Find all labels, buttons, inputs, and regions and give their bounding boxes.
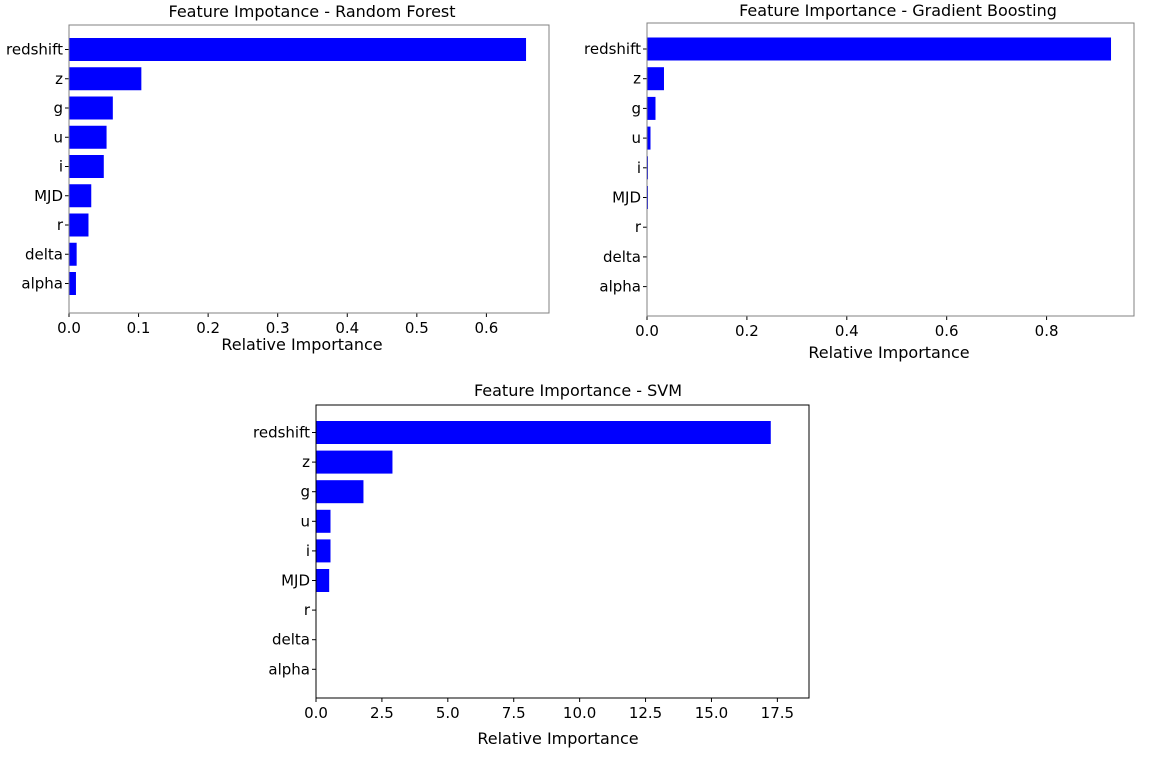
x-tick-label-svm-7: 17.5 bbox=[761, 704, 794, 722]
bar-random-forest-7 bbox=[69, 242, 77, 266]
y-tick-label-gradient-boosting-6: r bbox=[635, 218, 642, 236]
y-tick-label-random-forest-5: MJD bbox=[34, 187, 63, 205]
x-ticks-svm: 0.0 2.5 5.0 7.5 10.0 12.5 15.0 17.5 bbox=[304, 698, 794, 722]
x-tick-label-random-forest-6: 0.6 bbox=[474, 319, 498, 337]
x-tick-label-svm-4: 10.0 bbox=[563, 704, 596, 722]
panel-random-forest: Feature Impotance - Random Forest redshi… bbox=[6, 2, 550, 354]
bar-gradient-boosting-3 bbox=[647, 126, 651, 150]
x-tick-label-svm-0: 0.0 bbox=[304, 704, 328, 722]
chart-title-random-forest: Feature Impotance - Random Forest bbox=[168, 2, 455, 21]
plot-frame-gradient-boosting bbox=[646, 22, 1135, 317]
y-tick-label-random-forest-1: z bbox=[55, 70, 63, 88]
bar-random-forest-3 bbox=[69, 125, 107, 149]
bar-random-forest-5 bbox=[69, 184, 92, 208]
bar-svm-2 bbox=[316, 480, 364, 504]
y-tick-label-svm-8: alpha bbox=[268, 660, 310, 678]
y-tick-label-gradient-boosting-4: i bbox=[637, 159, 641, 177]
y-tick-label-random-forest-6: r bbox=[57, 216, 64, 234]
x-axis-label-random-forest: Relative Importance bbox=[221, 335, 382, 354]
y-tick-label-svm-3: u bbox=[300, 512, 310, 530]
y-tick-label-gradient-boosting-1: z bbox=[633, 70, 641, 88]
y-tick-label-gradient-boosting-8: alpha bbox=[599, 278, 641, 296]
plot-frame-svm bbox=[315, 404, 810, 699]
x-tick-label-random-forest-0: 0.0 bbox=[57, 319, 81, 337]
y-tick-label-gradient-boosting-0: redshift bbox=[584, 40, 641, 58]
bar-gradient-boosting-2 bbox=[647, 96, 656, 120]
y-tick-label-svm-4: i bbox=[306, 542, 310, 560]
bar-random-forest-2 bbox=[69, 96, 113, 120]
y-tick-label-random-forest-4: i bbox=[59, 158, 63, 176]
x-axis-label-svm: Relative Importance bbox=[477, 729, 638, 748]
bar-random-forest-8 bbox=[69, 272, 76, 295]
x-tick-label-svm-5: 12.5 bbox=[629, 704, 662, 722]
y-tick-label-svm-7: delta bbox=[272, 631, 310, 649]
y-tick-label-random-forest-2: g bbox=[53, 99, 63, 117]
x-ticks-random-forest: 0.0 0.1 0.2 0.3 0.4 0.5 0.6 bbox=[57, 313, 498, 337]
bar-svm-1 bbox=[316, 450, 393, 474]
y-tick-label-svm-2: g bbox=[300, 483, 310, 501]
y-tick-label-random-forest-3: u bbox=[53, 128, 63, 146]
bars-svm bbox=[316, 421, 771, 592]
x-tick-label-random-forest-3: 0.3 bbox=[266, 319, 290, 337]
bar-random-forest-1 bbox=[69, 67, 142, 91]
y-tick-label-random-forest-8: alpha bbox=[21, 275, 63, 293]
x-tick-label-svm-2: 5.0 bbox=[436, 704, 460, 722]
x-tick-label-gradient-boosting-4: 0.8 bbox=[1035, 322, 1059, 340]
bar-svm-0 bbox=[316, 421, 771, 444]
bar-gradient-boosting-0 bbox=[647, 37, 1112, 61]
x-axis-label-gradient-boosting: Relative Importance bbox=[808, 343, 969, 362]
x-tick-label-svm-3: 7.5 bbox=[502, 704, 526, 722]
y-tick-label-svm-1: z bbox=[302, 453, 310, 471]
x-tick-label-gradient-boosting-1: 0.2 bbox=[735, 322, 759, 340]
x-tick-label-svm-1: 2.5 bbox=[370, 704, 394, 722]
y-tick-label-random-forest-7: delta bbox=[25, 245, 63, 263]
x-tick-label-gradient-boosting-2: 0.4 bbox=[835, 322, 859, 340]
bars-gradient-boosting bbox=[647, 37, 1112, 209]
bar-svm-3 bbox=[316, 509, 331, 533]
x-tick-label-random-forest-2: 0.2 bbox=[196, 319, 220, 337]
chart-title-gradient-boosting: Feature Importance - Gradient Boosting bbox=[739, 1, 1057, 20]
y-tick-label-gradient-boosting-3: u bbox=[631, 129, 641, 147]
bar-svm-5 bbox=[316, 569, 330, 592]
x-ticks-gradient-boosting: 0.0 0.2 0.4 0.6 0.8 bbox=[635, 316, 1059, 340]
x-tick-label-random-forest-1: 0.1 bbox=[127, 319, 151, 337]
bar-random-forest-4 bbox=[69, 155, 104, 178]
bar-gradient-boosting-1 bbox=[647, 67, 664, 91]
x-tick-label-random-forest-4: 0.4 bbox=[335, 319, 359, 337]
x-tick-label-random-forest-5: 0.5 bbox=[405, 319, 429, 337]
y-tick-label-gradient-boosting-7: delta bbox=[603, 248, 641, 266]
bar-random-forest-6 bbox=[69, 213, 89, 237]
y-tick-label-svm-5: MJD bbox=[281, 572, 310, 590]
panel-gradient-boosting: Feature Importance - Gradient Boosting r… bbox=[584, 1, 1135, 362]
plot-frame-random-forest bbox=[68, 24, 550, 314]
y-tick-label-svm-0: redshift bbox=[253, 424, 310, 442]
chart-title-svm: Feature Importance - SVM bbox=[474, 381, 682, 400]
y-tick-label-gradient-boosting-2: g bbox=[631, 99, 641, 117]
bar-svm-4 bbox=[316, 539, 331, 563]
x-tick-label-gradient-boosting-3: 0.6 bbox=[935, 322, 959, 340]
x-tick-label-svm-6: 15.0 bbox=[695, 704, 728, 722]
y-tick-label-svm-6: r bbox=[304, 601, 311, 619]
bars-random-forest bbox=[69, 38, 527, 295]
y-tick-label-random-forest-0: redshift bbox=[6, 41, 63, 59]
y-tick-label-gradient-boosting-5: MJD bbox=[612, 189, 641, 207]
bar-random-forest-0 bbox=[69, 38, 527, 61]
x-tick-label-gradient-boosting-0: 0.0 bbox=[635, 322, 659, 340]
